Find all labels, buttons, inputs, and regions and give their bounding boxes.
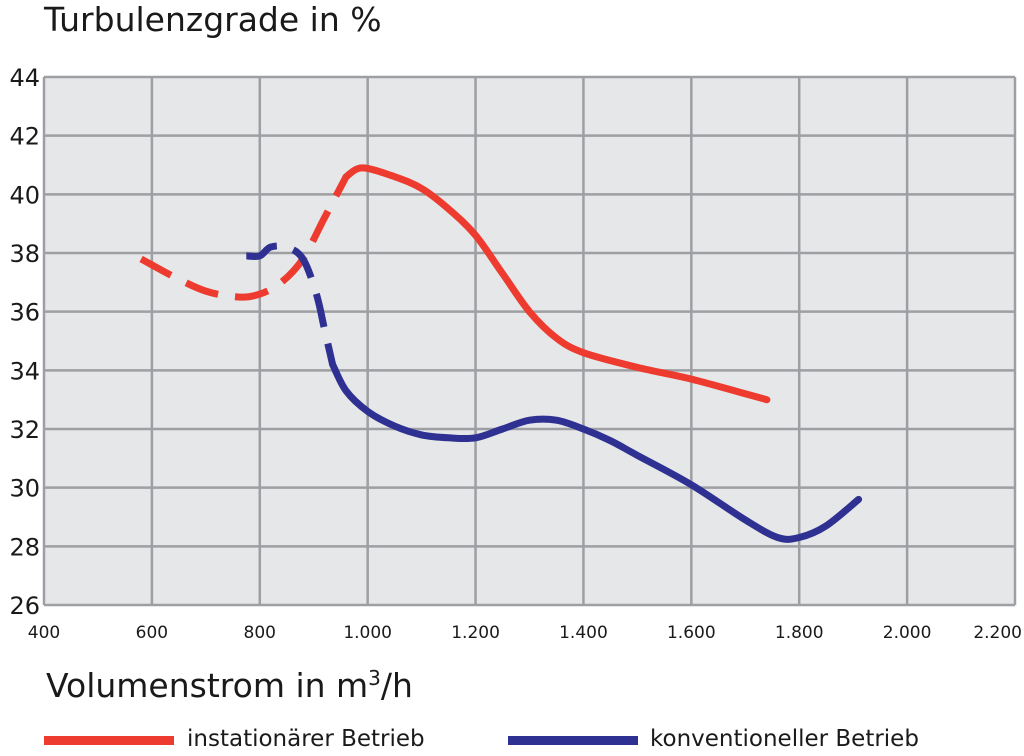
y-tick-label: 36: [9, 299, 40, 327]
series-line-instationaer-dashed: [139, 175, 350, 301]
legend-swatch-konventionell: [508, 736, 638, 745]
y-tick-label: 34: [9, 357, 40, 385]
legend-label-konventionell: konventioneller Betrieb: [650, 726, 919, 752]
x-axis-title-main: Volumenstrom in m: [46, 666, 369, 705]
x-tick-label: 2.200: [973, 623, 1022, 643]
x-tick-label: 1.200: [451, 623, 500, 643]
x-tick-label: 2.000: [883, 623, 932, 643]
y-tick-label: 32: [9, 416, 40, 444]
x-axis-title-superscript: 3: [368, 666, 381, 690]
x-tick-label: 1.800: [775, 623, 824, 643]
chart-title: Turbulenzgrade in %: [44, 0, 382, 39]
y-tick-label: 26: [9, 592, 40, 620]
x-tick-label: 1.400: [559, 623, 608, 643]
legend-swatch-instationaer: [44, 736, 174, 745]
legend-label-instationaer: instationärer Betrieb: [187, 726, 425, 752]
x-tick-label: 800: [244, 623, 276, 643]
grid-lines: [42, 75, 1017, 607]
x-axis-title: Volumenstrom in m3/h: [46, 664, 413, 708]
y-tick-label: 44: [9, 64, 40, 92]
x-tick-label: 600: [136, 623, 168, 643]
plot-area: [44, 77, 1015, 605]
y-axis-ticks: 26 28 30 32 34 36 38 40 42 44: [9, 64, 40, 620]
x-tick-label: 1.600: [667, 623, 716, 643]
y-tick-label: 42: [9, 123, 40, 151]
y-tick-label: 30: [9, 475, 40, 503]
series-layer: [139, 164, 863, 543]
y-tick-label: 40: [9, 181, 40, 209]
series-line-konventionell-dashed: [246, 242, 337, 366]
x-tick-label: 400: [28, 623, 60, 643]
x-axis-title-unit: /h: [380, 666, 413, 705]
x-axis-ticks: 400 600 800 1.000 1.200 1.400 1.600 1.800 2.000 2…: [28, 623, 1022, 643]
y-tick-label: 28: [9, 533, 40, 561]
y-tick-label: 38: [9, 240, 40, 268]
series-line-instationaer: [342, 164, 771, 404]
x-tick-label: 1.000: [343, 623, 392, 643]
series-line-konventionell: [329, 361, 863, 543]
